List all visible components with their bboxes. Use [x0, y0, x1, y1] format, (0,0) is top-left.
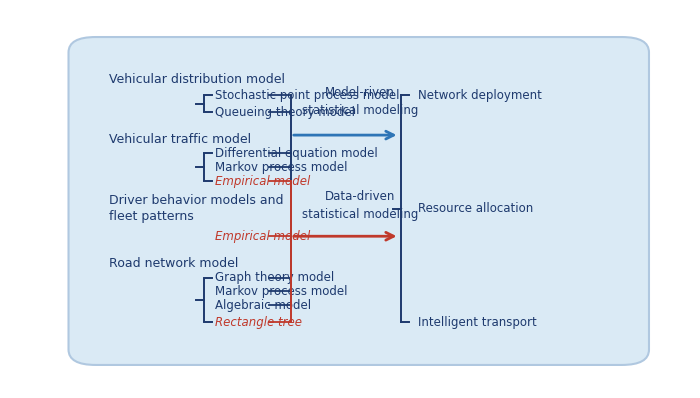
- Text: Driver behavior models and
fleet patterns: Driver behavior models and fleet pattern…: [109, 194, 284, 223]
- Text: Empirical model: Empirical model: [215, 175, 310, 187]
- Text: Differential equation model: Differential equation model: [215, 147, 378, 160]
- Text: Queueing theory model: Queueing theory model: [215, 105, 355, 119]
- Text: Road network model: Road network model: [109, 258, 239, 270]
- Text: Vehicular distribution model: Vehicular distribution model: [109, 74, 285, 86]
- Text: Model-riven
statistical modeling: Model-riven statistical modeling: [302, 86, 418, 117]
- Text: Data-driven
statistical modeling: Data-driven statistical modeling: [302, 190, 418, 221]
- Text: Vehicular traffic model: Vehicular traffic model: [109, 133, 251, 146]
- Text: Empirical model: Empirical model: [215, 230, 310, 243]
- Text: Rectangle tree: Rectangle tree: [215, 316, 302, 328]
- Text: Intelligent transport: Intelligent transport: [419, 316, 537, 328]
- Text: Graph theory model: Graph theory model: [215, 271, 334, 284]
- Text: Network deployment: Network deployment: [419, 89, 542, 102]
- Text: Resource allocation: Resource allocation: [419, 202, 533, 215]
- Text: Markov process model: Markov process model: [215, 161, 347, 174]
- FancyBboxPatch shape: [69, 37, 649, 365]
- Text: Algebraic model: Algebraic model: [215, 298, 311, 312]
- Text: Stochastic point process model: Stochastic point process model: [215, 89, 400, 102]
- Text: Markov process model: Markov process model: [215, 285, 347, 298]
